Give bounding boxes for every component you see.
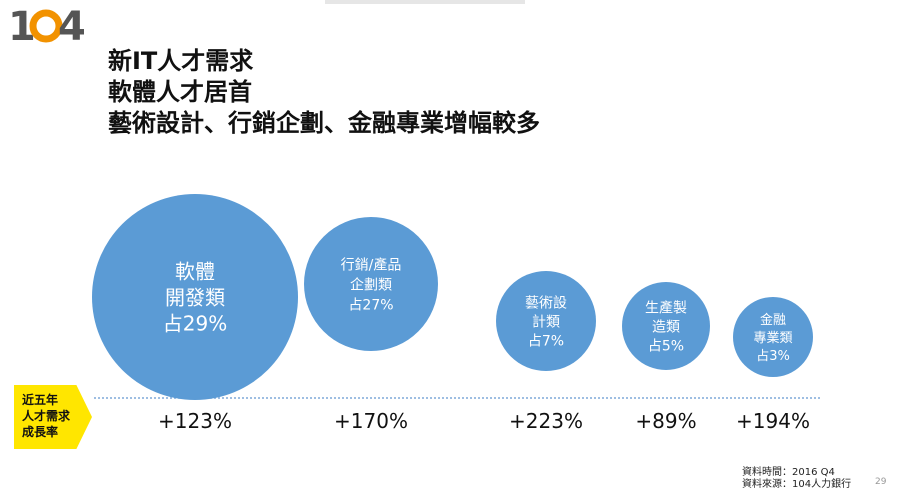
source-note: 資料時間：2016 Q4 資料來源：104人力銀行	[742, 467, 851, 491]
growth-value: +123%	[158, 409, 232, 433]
bubble	[92, 194, 298, 400]
bubble-label: 企劃類	[350, 277, 392, 294]
growth-label-line: 近五年	[22, 393, 59, 407]
logo: 1 0 4	[8, 4, 86, 46]
bubble-label: 占3%	[756, 349, 790, 364]
bubble-label: 開發類	[165, 285, 225, 309]
source-origin: 資料來源：104人力銀行	[742, 479, 852, 490]
bubble-label: 軟體	[175, 259, 215, 283]
bubble-label: 金融	[760, 312, 786, 328]
growth-value: +170%	[334, 409, 408, 433]
title-line-2: 軟體人才居首	[108, 78, 252, 106]
growth-label-line: 成長率	[22, 425, 59, 439]
bubble-label: 占29%	[163, 311, 227, 335]
bubble-label: 生產製	[645, 299, 687, 316]
bubble	[733, 297, 813, 377]
title-line-3: 藝術設計、行銷企劃、金融專業增幅較多	[108, 109, 540, 137]
title-block: 新IT人才需求 軟體人才居首 藝術設計、行銷企劃、金融專業增幅較多	[108, 46, 540, 139]
bubble-label: 占7%	[528, 333, 564, 349]
bubble-label: 造類	[652, 319, 680, 335]
bubble-label: 專業類	[753, 330, 792, 346]
bubble-label: 占5%	[648, 338, 684, 354]
growth-rate-label: 近五年 人才需求 成長率	[14, 385, 92, 449]
bubble-label: 藝術設	[525, 295, 567, 311]
bubble	[622, 282, 710, 370]
logo-digit-4: 4	[58, 4, 86, 46]
growth-label-line: 人才需求	[22, 409, 71, 423]
bubble	[304, 217, 438, 351]
page-number: 29	[875, 477, 887, 487]
growth-value: +223%	[509, 409, 583, 433]
bubble-label: 行銷/產品	[341, 257, 402, 274]
bubble-label: 占27%	[348, 298, 393, 314]
logo-ring	[29, 9, 63, 43]
bubble	[496, 271, 596, 371]
source-date: 資料時間：2016 Q4	[742, 467, 835, 478]
growth-value: +89%	[635, 409, 696, 433]
growth-value: +194%	[736, 409, 810, 433]
bubble-label: 計類	[532, 314, 560, 330]
title-line-1: 新IT人才需求	[108, 47, 254, 75]
top-bar	[325, 0, 525, 4]
